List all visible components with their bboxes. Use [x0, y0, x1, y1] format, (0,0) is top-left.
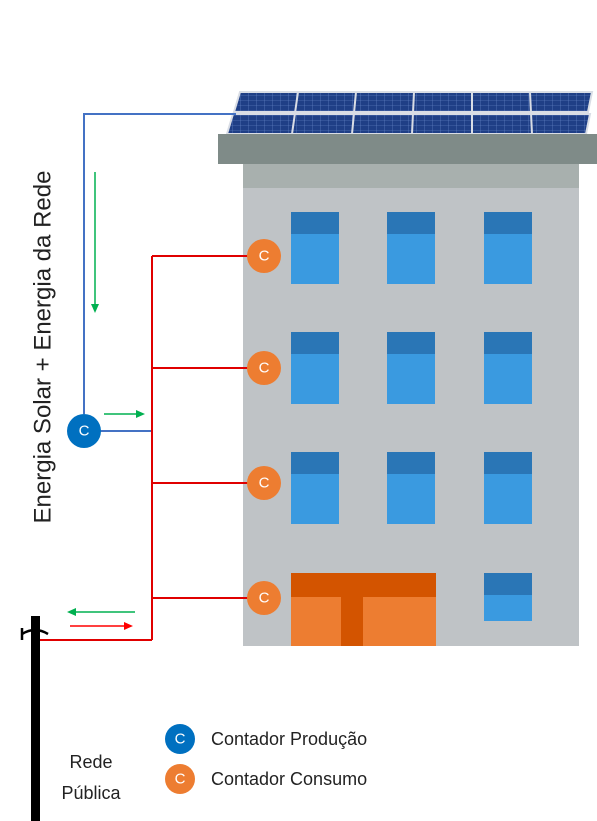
window-floor-4	[291, 212, 532, 284]
production-meter-icon	[165, 724, 195, 754]
consumption-meter-label: C	[259, 475, 270, 492]
arrow-left-icon	[67, 608, 135, 616]
legend-item-production: C Contador Produção	[165, 724, 367, 754]
arrow-right-icon	[104, 410, 145, 418]
arrow-down-icon	[91, 172, 99, 313]
production-line	[83, 113, 236, 432]
utility-pole	[20, 616, 49, 821]
legend-item-consumption: C Contador Consumo	[165, 764, 367, 794]
legend-item-letter: C	[175, 731, 186, 748]
pole-label-line2: Pública	[61, 783, 121, 803]
diagram-vertical-title: Energia Solar + Energia da Rede	[29, 171, 56, 524]
window-floor-2	[291, 452, 532, 524]
window-floor-3	[291, 332, 532, 404]
pole-label-line1: Rede	[69, 752, 112, 772]
production-meter-label: C	[79, 423, 90, 440]
consumption-lines	[38, 255, 248, 641]
consumption-meter-label: C	[259, 590, 270, 607]
pole-label: Rede Pública	[61, 752, 121, 803]
legend-item-letter: C	[175, 771, 186, 788]
legend-item-label: Contador Produção	[211, 729, 367, 749]
building-roof	[218, 134, 597, 188]
consumption-meter: C	[247, 351, 281, 385]
arrow-right-icon	[70, 622, 133, 630]
building-door	[291, 573, 436, 646]
consumption-meter: C	[247, 581, 281, 615]
building-windows	[291, 212, 532, 621]
legend: C Contador Produção C Contador Consumo	[165, 724, 367, 794]
solar-panel-array	[225, 91, 594, 135]
flow-arrows	[67, 172, 145, 630]
production-meter: C	[67, 414, 101, 448]
consumption-meter-label: C	[259, 248, 270, 265]
consumption-meter-label: C	[259, 360, 270, 377]
consumption-meter-icon	[165, 764, 195, 794]
consumption-meter: C	[247, 239, 281, 273]
consumption-meter: C	[247, 466, 281, 500]
legend-item-label: Contador Consumo	[211, 769, 367, 789]
window-floor-1	[484, 573, 532, 621]
